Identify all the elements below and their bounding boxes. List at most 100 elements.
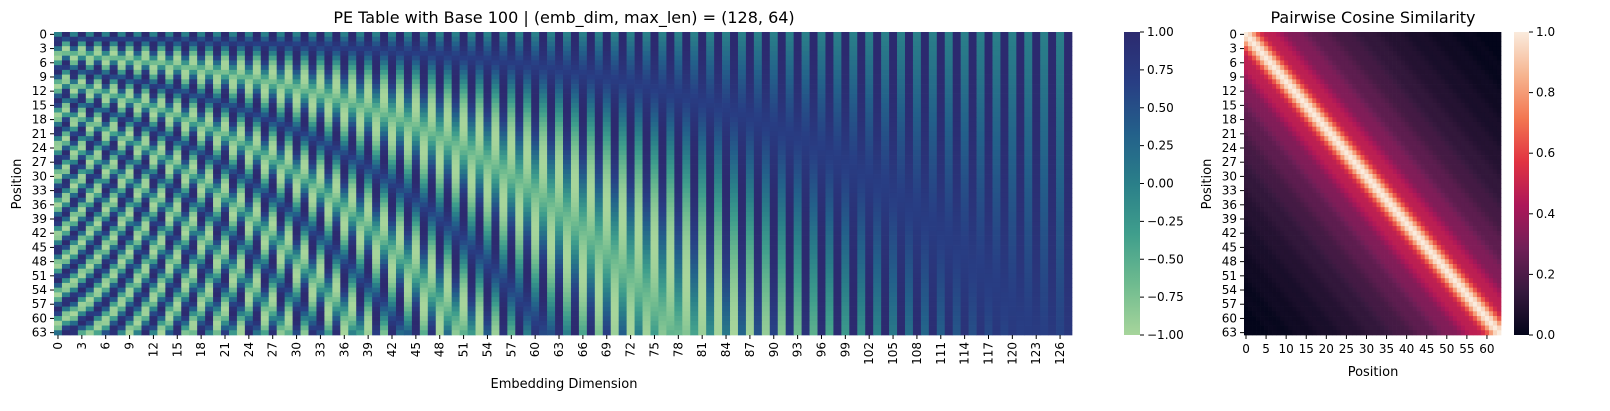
pe-cell (459, 164, 468, 170)
pe-cell (54, 207, 63, 213)
pe-cell (737, 117, 747, 123)
pe-cell (228, 145, 238, 151)
pe-cell (833, 117, 842, 123)
pe-cell (777, 84, 787, 90)
pe-cell (109, 159, 118, 165)
pe-cell (499, 93, 508, 99)
pe-cell (395, 60, 405, 66)
pe-cell (77, 55, 87, 61)
pe-cell (205, 84, 214, 90)
pe-cell (507, 178, 516, 184)
pe-cell (1064, 84, 1073, 90)
pe-cell (674, 202, 683, 208)
pe-cell (403, 140, 413, 146)
pe-cell (992, 145, 1001, 151)
pe-cell (252, 150, 262, 156)
pe-cell (928, 60, 938, 66)
pe-cell (690, 50, 699, 57)
pe-cell (54, 216, 63, 222)
pe-cell (173, 140, 182, 146)
pe-cell (300, 131, 309, 137)
pe-cell (706, 69, 715, 75)
pe-cell (976, 65, 985, 71)
pe-cell (570, 192, 580, 199)
pe-cell (761, 202, 771, 208)
pe-cell (157, 103, 166, 109)
pe-cell (451, 145, 460, 151)
pe-cell (928, 183, 938, 189)
pe-cell (1064, 69, 1073, 75)
pe-cell (499, 88, 508, 94)
pe-cell (205, 174, 214, 180)
pe-cell (260, 88, 270, 94)
pe-cell (531, 188, 540, 194)
pe-cell (332, 121, 341, 128)
pe-cell (801, 211, 810, 217)
pe-cell (825, 112, 834, 118)
pe-cell (833, 88, 842, 94)
pe-cell (730, 60, 739, 66)
pe-cell (427, 192, 437, 199)
pe-cell (968, 183, 977, 189)
pe-cell (761, 65, 771, 71)
pe-cell (356, 197, 365, 203)
pe-cell (213, 41, 222, 47)
pe-cell (594, 126, 604, 132)
pe-cell (419, 121, 429, 128)
pe-cell (292, 192, 301, 199)
pe-cell (801, 169, 810, 175)
pe-cell (769, 65, 779, 71)
pe-cell (157, 169, 166, 175)
pe-cell (570, 202, 580, 208)
pe-cell (857, 60, 866, 66)
pe-cell (714, 164, 723, 170)
pe-cell (642, 121, 651, 128)
pe-cell (467, 41, 476, 47)
pe-cell (976, 79, 985, 85)
pe-cell (443, 79, 453, 85)
pe-cell (1024, 150, 1033, 156)
pe-cell (340, 192, 349, 199)
pe-cell (189, 117, 198, 123)
pe-cell (944, 55, 954, 61)
pe-cell (570, 117, 580, 123)
pe-cell (395, 155, 405, 161)
pe-cell (85, 164, 95, 170)
pe-cell (1032, 107, 1041, 113)
pe-cell (682, 74, 691, 80)
pe-cell (1000, 183, 1009, 189)
pe-cell (563, 155, 572, 161)
pe-cell (881, 107, 890, 113)
pe-cell (308, 159, 317, 165)
pe-cell (944, 211, 954, 217)
pe-cell (1000, 174, 1009, 180)
pe-cell (372, 93, 381, 99)
pe-cell (865, 131, 874, 137)
pe-cell (197, 93, 206, 99)
pe-cell (77, 112, 87, 118)
pe-cell (881, 207, 890, 213)
pe-cell (507, 192, 516, 199)
pe-cell (1032, 131, 1041, 137)
pe-cell (706, 174, 715, 180)
pe-cell (300, 65, 309, 71)
pe-cell (1000, 112, 1009, 118)
pe-cell (69, 211, 79, 217)
pe-cell (109, 88, 118, 94)
pe-cell (189, 98, 198, 104)
pe-cell (714, 126, 723, 132)
pe-cell (642, 197, 651, 203)
pe-cell (745, 103, 755, 109)
pe-cell (149, 174, 158, 180)
pe-cell (173, 131, 182, 137)
pe-cell (324, 192, 333, 199)
pe-cell (459, 79, 468, 85)
pe-cell (1000, 36, 1009, 42)
pe-cell (236, 159, 246, 165)
pe-cell (825, 117, 834, 123)
pe-cell (268, 197, 278, 203)
pe-cell (388, 183, 397, 189)
pe-cell (618, 188, 627, 194)
pe-cell (1064, 41, 1073, 47)
pe-cell (642, 174, 651, 180)
